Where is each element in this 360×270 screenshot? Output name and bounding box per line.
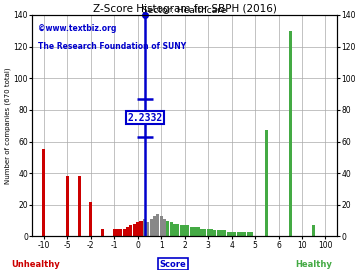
Text: Healthy: Healthy: [295, 260, 332, 269]
Bar: [247, 232, 250, 237]
Bar: [220, 230, 223, 237]
Bar: [190, 227, 193, 237]
Bar: [146, 222, 149, 237]
Bar: [176, 224, 179, 237]
Bar: [213, 230, 216, 237]
Text: Score: Score: [159, 260, 186, 269]
Bar: [173, 224, 176, 237]
Text: ©www.textbiz.org: ©www.textbiz.org: [38, 24, 117, 33]
Bar: [133, 224, 136, 237]
Text: Unhealthy: Unhealthy: [12, 260, 60, 269]
Bar: [230, 232, 233, 237]
Bar: [123, 229, 126, 237]
Bar: [240, 232, 243, 237]
Bar: [153, 216, 156, 237]
Bar: [200, 229, 203, 237]
Bar: [243, 232, 247, 237]
Bar: [217, 230, 220, 237]
Bar: [126, 227, 129, 237]
Bar: [129, 225, 132, 237]
Bar: [101, 229, 104, 237]
Bar: [186, 225, 189, 237]
Bar: [203, 229, 206, 237]
Bar: [170, 222, 173, 237]
Bar: [237, 232, 240, 237]
Bar: [233, 232, 237, 237]
Bar: [116, 229, 119, 237]
Bar: [180, 225, 183, 237]
Bar: [66, 176, 69, 237]
Text: Sector: Healthcare: Sector: Healthcare: [143, 6, 227, 15]
Bar: [227, 232, 230, 237]
Bar: [119, 229, 122, 237]
Bar: [193, 227, 196, 237]
Bar: [197, 227, 199, 237]
Bar: [89, 202, 92, 237]
Bar: [77, 176, 81, 237]
Bar: [183, 225, 186, 237]
Bar: [159, 216, 163, 237]
Bar: [250, 232, 253, 237]
Bar: [223, 230, 226, 237]
Bar: [143, 219, 146, 237]
Bar: [210, 229, 213, 237]
Bar: [265, 130, 268, 237]
Text: The Research Foundation of SUNY: The Research Foundation of SUNY: [38, 42, 186, 50]
Y-axis label: Number of companies (670 total): Number of companies (670 total): [4, 68, 11, 184]
Bar: [139, 221, 143, 237]
Bar: [136, 222, 139, 237]
Bar: [166, 221, 169, 237]
Bar: [289, 31, 292, 237]
Text: 2.2332: 2.2332: [127, 113, 163, 123]
Title: Z-Score Histogram for SBPH (2016): Z-Score Histogram for SBPH (2016): [93, 4, 276, 14]
Bar: [163, 219, 166, 237]
Bar: [42, 149, 45, 237]
Bar: [156, 214, 159, 237]
Bar: [113, 229, 116, 237]
Bar: [312, 225, 315, 237]
Bar: [149, 219, 153, 237]
Bar: [207, 229, 210, 237]
